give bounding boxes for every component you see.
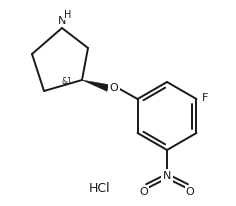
Text: H: H: [64, 10, 72, 20]
Text: F: F: [202, 93, 208, 103]
Text: N: N: [58, 16, 66, 26]
Text: O: O: [110, 83, 118, 93]
Text: &1: &1: [61, 76, 72, 85]
Text: O: O: [140, 187, 148, 197]
Text: HCl: HCl: [89, 181, 111, 194]
Text: O: O: [186, 187, 194, 197]
Polygon shape: [82, 80, 109, 91]
Text: N: N: [163, 171, 171, 181]
